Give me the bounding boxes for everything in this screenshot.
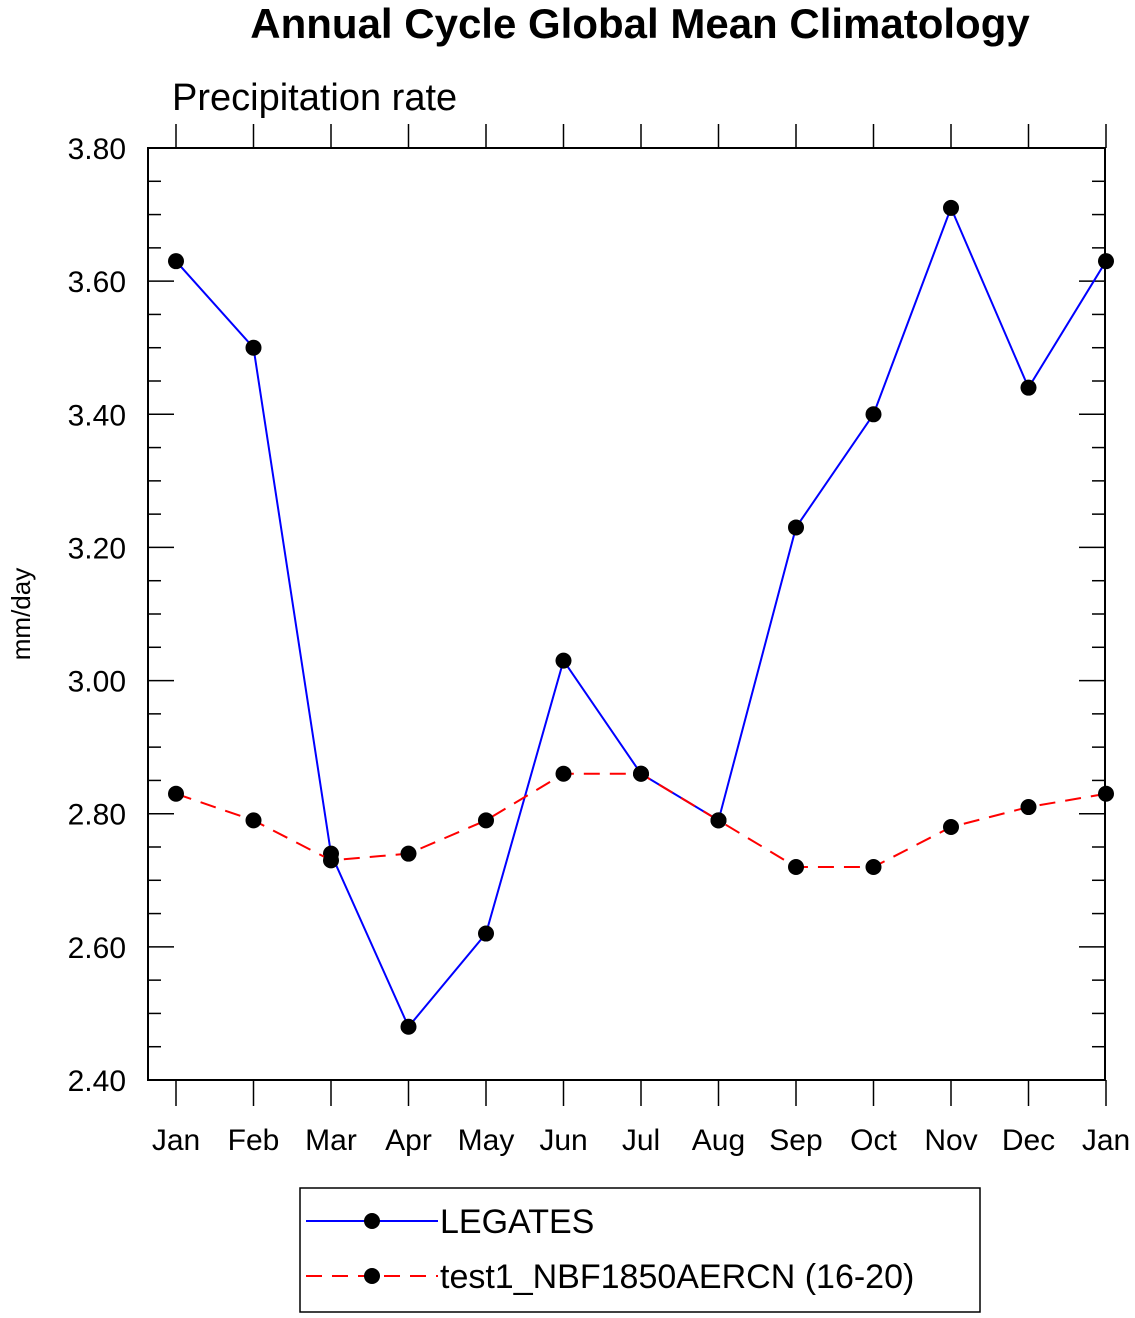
series-0-point <box>245 339 262 356</box>
series-1-point <box>555 765 572 782</box>
series-1-point <box>633 765 649 782</box>
x-tick-label: Jul <box>622 1124 660 1157</box>
series-1-point <box>323 852 339 869</box>
series-1-point <box>788 858 804 875</box>
x-tick-label: Feb <box>228 1124 280 1157</box>
series-0-point <box>555 652 572 669</box>
legend-marker-legates <box>364 1213 380 1229</box>
y-axis-ticks <box>148 147 1105 1081</box>
x-tick-label: Jun <box>539 1124 587 1157</box>
x-tick-label: Aug <box>692 1124 745 1157</box>
y-tick-label: 3.40 <box>68 399 126 432</box>
y-tick-label: 3.20 <box>68 532 126 565</box>
series-0-point <box>788 519 804 536</box>
x-tick-label: Apr <box>385 1124 432 1157</box>
x-axis-ticks <box>175 124 1107 1106</box>
series-1-point <box>865 858 882 875</box>
series-0-point <box>943 199 959 216</box>
x-tick-label: Nov <box>924 1124 977 1157</box>
series-1-point <box>1098 785 1114 802</box>
x-tick-label: Dec <box>1002 1124 1055 1157</box>
series-0-point <box>1020 379 1037 396</box>
legend: LEGATES test1_NBF1850AERCN (16-20) <box>299 1187 981 1313</box>
x-tick-label: May <box>458 1124 515 1157</box>
series-0-point <box>478 925 494 942</box>
series-line-0 <box>175 205 1107 1029</box>
legend-label-test1: test1_NBF1850AERCN (16-20) <box>440 1258 914 1296</box>
series-0-point <box>168 253 184 270</box>
x-tick-label: Mar <box>305 1124 357 1157</box>
chart-subtitle: Precipitation rate <box>172 77 457 119</box>
series-1-point <box>168 785 184 802</box>
series-0-point <box>400 1018 417 1035</box>
y-axis-label: mm/day <box>6 568 36 660</box>
series-1-point <box>245 812 262 829</box>
x-tick-label: Oct <box>850 1124 897 1157</box>
series-1-point <box>478 812 494 829</box>
y-tick-label: 2.80 <box>68 799 126 832</box>
y-axis-tick-labels: 2.40 2.60 2.80 3.00 3.20 3.40 3.60 3.80 <box>68 133 126 1098</box>
y-tick-label: 3.60 <box>68 266 126 299</box>
y-tick-label: 3.80 <box>68 133 126 166</box>
x-tick-label: Sep <box>769 1124 822 1157</box>
x-tick-label: Jan <box>1082 1124 1130 1157</box>
x-tick-label: Jan <box>152 1124 200 1157</box>
plot-frame <box>147 147 1106 1081</box>
legend-marker-test1 <box>364 1268 380 1284</box>
series-1-point <box>943 819 959 836</box>
series-1-point <box>710 812 727 829</box>
series-0-point <box>1098 253 1114 270</box>
series-line-1 <box>175 772 1107 868</box>
series-1-point <box>1020 799 1037 816</box>
x-axis-tick-labels: Jan Feb Mar Apr May Jun Jul Aug Sep Oct Nov Dec Jan <box>152 1124 1130 1157</box>
y-tick-label: 2.40 <box>68 1065 126 1098</box>
y-tick-label: 3.00 <box>68 666 126 699</box>
chart-title: Annual Cycle Global Mean Climatology <box>250 0 1030 47</box>
series-layer <box>168 199 1114 1035</box>
legend-label-legates: LEGATES <box>440 1203 594 1241</box>
series-1-point <box>400 845 417 862</box>
legend-box <box>299 1187 981 1313</box>
y-tick-label: 2.60 <box>68 932 126 965</box>
series-0-point <box>865 406 882 423</box>
